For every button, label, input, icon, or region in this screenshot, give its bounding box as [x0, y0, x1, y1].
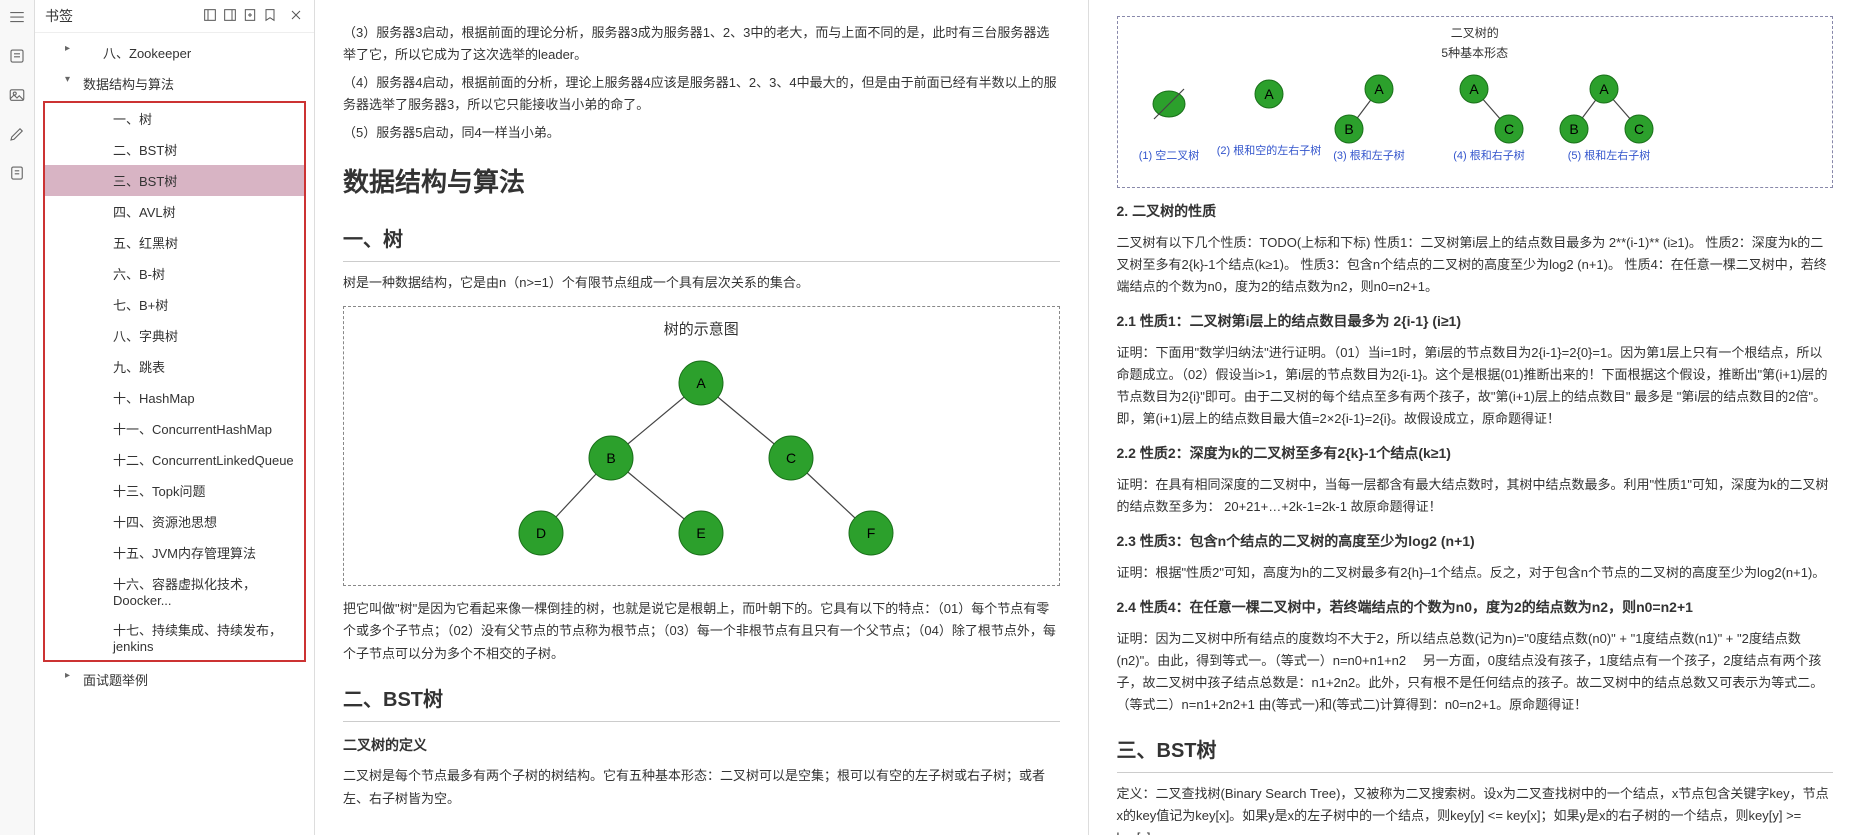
- tree-item[interactable]: 十五、JVM内存管理算法: [45, 537, 304, 568]
- tree-section[interactable]: 数据结构与算法: [35, 68, 314, 99]
- highlighted-box: 一、树二、BST树三、BST树四、AVL树五、红黑树六、B-树七、B+树八、字典…: [43, 101, 306, 662]
- svg-text:A: A: [1264, 86, 1274, 102]
- svg-text:C: C: [786, 450, 796, 466]
- expand-icon[interactable]: [202, 7, 218, 26]
- tree-item[interactable]: 八、字典树: [45, 320, 304, 351]
- paragraph: 树是一种数据结构，它是由n（n>=1）个有限节点组成一个具有层次关系的集合。: [343, 272, 1060, 294]
- sidebar-title: 书签: [45, 6, 73, 26]
- svg-text:B: B: [607, 450, 616, 466]
- tree-diagram: 树的示意图 A B C D E F: [343, 306, 1060, 587]
- paragraph: （5）服务器5启动，同4一样当小弟。: [343, 122, 1060, 144]
- bookmark-sidebar: 书签 八、Zookeeper 数据结构与算法 一、树二、BST树三、BST树四、…: [35, 0, 315, 835]
- tree-item[interactable]: 十一、ConcurrentHashMap: [45, 413, 304, 444]
- outline-icon[interactable]: [8, 47, 26, 68]
- add-bookmark-icon[interactable]: [242, 7, 258, 26]
- tree-item[interactable]: 十四、资源池思想: [45, 506, 304, 537]
- svg-text:A: A: [1469, 81, 1479, 97]
- subsection-heading: 2.1 性质1：二叉树第i层上的结点数目最多为 2{i-1} (i≥1): [1117, 310, 1834, 334]
- tree-item[interactable]: 一、树: [45, 103, 304, 134]
- tree-item[interactable]: 五、红黑树: [45, 227, 304, 258]
- close-icon[interactable]: [288, 7, 304, 26]
- subsection-heading: 2. 二叉树的性质: [1117, 200, 1834, 224]
- section-heading: 三、BST树: [1117, 734, 1834, 773]
- menu-icon[interactable]: [8, 8, 26, 29]
- tree-item[interactable]: 二、BST树: [45, 134, 304, 165]
- document-content: （3）服务器3启动，根据前面的理论分析，服务器3成为服务器1、2、3中的老大，而…: [315, 0, 1861, 835]
- tree-item[interactable]: 十七、持续集成、持续发布，jenkins: [45, 614, 304, 660]
- tree-item[interactable]: 九、跳表: [45, 351, 304, 382]
- paragraph: 二叉树是每个节点最多有两个子树的树结构。它有五种基本形态：二叉树可以是空集；根可…: [343, 765, 1060, 809]
- tree-item[interactable]: 面试题举例: [35, 664, 314, 695]
- svg-text:E: E: [697, 525, 706, 541]
- svg-text:C: C: [1503, 121, 1513, 137]
- svg-text:A: A: [1599, 81, 1609, 97]
- paragraph: 定义：二叉查找树(Binary Search Tree)，又被称为二叉搜索树。设…: [1117, 783, 1834, 835]
- tree-item[interactable]: 三、BST树: [45, 165, 304, 196]
- svg-text:B: B: [1569, 121, 1578, 137]
- tree-item[interactable]: 十二、ConcurrentLinkedQueue: [45, 444, 304, 475]
- tree-item[interactable]: 八、Zookeeper: [35, 37, 314, 68]
- diagram-title: 树的示意图: [354, 317, 1049, 343]
- forms-svg: (1) 空二叉树 A (2) 根和空的左右子树 A B (3) 根和左子树 A …: [1124, 64, 1664, 174]
- left-toolbar: [0, 0, 35, 835]
- paragraph: 证明：根据"性质2"可知，高度为h的二叉树最多有2{h}–1个结点。反之，对于包…: [1117, 562, 1834, 584]
- tree-svg: A B C D E F: [481, 348, 921, 568]
- diagram-title: 二叉树的5种基本形态: [1124, 23, 1827, 64]
- bookmark-tree[interactable]: 八、Zookeeper 数据结构与算法 一、树二、BST树三、BST树四、AVL…: [35, 33, 314, 835]
- tree-item[interactable]: 四、AVL树: [45, 196, 304, 227]
- subsection-heading: 2.2 性质2：深度为k的二叉树至多有2{k}-1个结点(k≥1): [1117, 442, 1834, 466]
- paragraph: 证明：下面用"数学归纳法"进行证明。（01）当i=1时，第i层的节点数目为2{i…: [1117, 342, 1834, 430]
- section-heading: 一、树: [343, 223, 1060, 262]
- svg-text:(1) 空二叉树: (1) 空二叉树: [1138, 148, 1199, 162]
- note-icon[interactable]: [8, 164, 26, 185]
- svg-text:(3) 根和左子树: (3) 根和左子树: [1333, 148, 1405, 162]
- content-column-2[interactable]: 二叉树的5种基本形态 (1) 空二叉树 A (2) 根和空的左右子树 A B (…: [1089, 0, 1861, 835]
- svg-text:A: A: [697, 375, 707, 391]
- svg-text:D: D: [536, 525, 546, 541]
- paragraph: （4）服务器4启动，根据前面的分析，理论上服务器4应该是服务器1、2、3、4中最…: [343, 72, 1060, 116]
- tree-item[interactable]: 十、HashMap: [45, 382, 304, 413]
- tree-label: 数据结构与算法: [83, 77, 174, 92]
- five-forms-diagram: 二叉树的5种基本形态 (1) 空二叉树 A (2) 根和空的左右子树 A B (…: [1117, 16, 1834, 188]
- subsection-heading: 2.4 性质4：在任意一棵二叉树中，若终端结点的个数为n0，度为2的结点数为n2…: [1117, 596, 1834, 620]
- paragraph: 把它叫做"树"是因为它看起来像一棵倒挂的树，也就是说它是根朝上，而叶朝下的。它具…: [343, 598, 1060, 664]
- image-icon[interactable]: [8, 86, 26, 107]
- svg-text:(2) 根和空的左右子树: (2) 根和空的左右子树: [1216, 143, 1321, 157]
- paragraph: 二叉树有以下几个性质：TODO(上标和下标) 性质1：二叉树第i层上的结点数目最…: [1117, 232, 1834, 298]
- svg-text:B: B: [1344, 121, 1353, 137]
- tree-item[interactable]: 七、B+树: [45, 289, 304, 320]
- tree-item[interactable]: 十三、Topk问题: [45, 475, 304, 506]
- subsection-heading: 二叉树的定义: [343, 734, 1060, 758]
- svg-text:(5) 根和左右子树: (5) 根和左右子树: [1567, 148, 1650, 162]
- tree-item[interactable]: 六、B-树: [45, 258, 304, 289]
- section-heading: 二、BST树: [343, 683, 1060, 722]
- svg-text:C: C: [1633, 121, 1643, 137]
- tree-item[interactable]: 十六、容器虚拟化技术，Doocker...: [45, 568, 304, 614]
- content-column-1[interactable]: （3）服务器3启动，根据前面的理论分析，服务器3成为服务器1、2、3中的老大，而…: [315, 0, 1089, 835]
- bookmark-icon[interactable]: [262, 7, 278, 26]
- svg-text:A: A: [1374, 81, 1384, 97]
- paragraph: 证明：在具有相同深度的二叉树中，当每一层都含有最大结点数时，其树中结点数最多。利…: [1117, 474, 1834, 518]
- main-heading: 数据结构与算法: [343, 160, 1060, 204]
- paragraph: （3）服务器3启动，根据前面的理论分析，服务器3成为服务器1、2、3中的老大，而…: [343, 22, 1060, 66]
- svg-text:F: F: [867, 525, 876, 541]
- collapse-icon[interactable]: [222, 7, 238, 26]
- pen-icon[interactable]: [8, 125, 26, 146]
- subsection-heading: 2.3 性质3：包含n个结点的二叉树的高度至少为log2 (n+1): [1117, 530, 1834, 554]
- paragraph: 证明：因为二叉树中所有结点的度数均不大于2，所以结点总数(记为n)="0度结点数…: [1117, 628, 1834, 716]
- svg-text:(4) 根和右子树: (4) 根和右子树: [1453, 148, 1525, 162]
- sidebar-header: 书签: [35, 0, 314, 33]
